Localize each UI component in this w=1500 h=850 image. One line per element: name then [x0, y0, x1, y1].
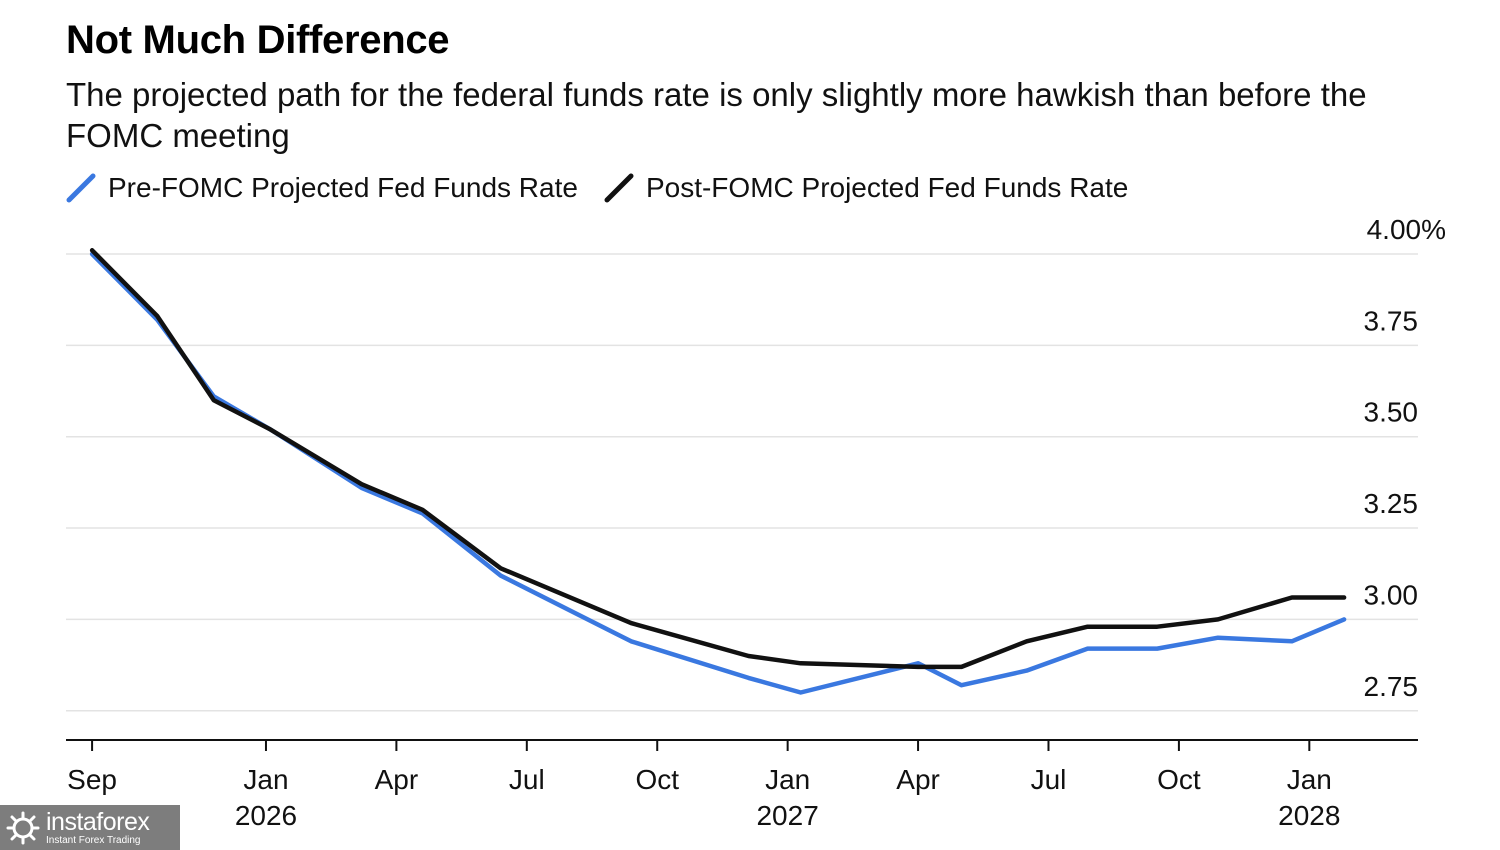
legend-swatch-pre-fomc — [66, 173, 96, 203]
x-tick-label: Oct — [1157, 764, 1201, 795]
x-tick-label: Apr — [896, 764, 940, 795]
x-tick-year-label: 2026 — [235, 800, 297, 831]
watermark-brand: instaforex — [46, 807, 150, 836]
x-tick-label: Apr — [375, 764, 419, 795]
legend-swatch-post-fomc — [604, 173, 634, 203]
x-tick-label: Sep — [67, 764, 117, 795]
legend-label-pre-fomc: Pre-FOMC Projected Fed Funds Rate — [108, 172, 578, 203]
watermark-badge: instaforex Instant Forex Trading — [0, 805, 180, 850]
y-tick-label: 4.00% — [1367, 214, 1446, 245]
x-tick-label: Jan — [243, 764, 288, 795]
x-tick-year-label: 2027 — [756, 800, 818, 831]
y-tick-label: 3.00 — [1364, 579, 1419, 610]
instaforex-logo-icon — [6, 811, 40, 844]
legend-label-post-fomc: Post-FOMC Projected Fed Funds Rate — [645, 172, 1129, 203]
chart-title: Not Much Difference — [66, 18, 450, 62]
x-tick-label: Oct — [635, 764, 679, 795]
x-tick-label: Jul — [1031, 764, 1067, 795]
x-tick-label: Jan — [765, 764, 810, 795]
legend: Pre-FOMC Projected Fed Funds Rate Post-F… — [66, 170, 1154, 206]
y-tick-label: 3.75 — [1364, 305, 1419, 336]
x-tick-year-label: 2028 — [1278, 800, 1340, 831]
legend-item-pre-fomc: Pre-FOMC Projected Fed Funds Rate — [66, 172, 578, 204]
y-tick-label: 3.50 — [1364, 397, 1419, 428]
watermark-tagline: Instant Forex Trading — [46, 834, 141, 846]
chart-subtitle: The projected path for the federal funds… — [66, 76, 1367, 154]
series-line-post-fomc — [89, 248, 1347, 670]
x-tick-label: Jan — [1287, 764, 1332, 795]
y-tick-label: 3.25 — [1364, 488, 1419, 519]
x-tick-label: Jul — [509, 764, 545, 795]
y-tick-label: 2.75 — [1364, 671, 1419, 702]
legend-item-post-fomc: Post-FOMC Projected Fed Funds Rate — [604, 172, 1128, 204]
